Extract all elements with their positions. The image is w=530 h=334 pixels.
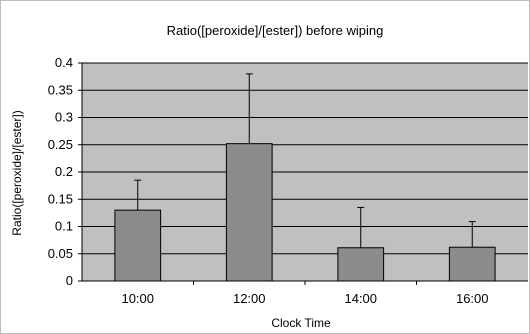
bar (448, 246, 496, 282)
y-axis-ticks: 0 0.05 0.1 0.15 0.2 0.25 0.3 0.35 0.4 (48, 55, 82, 288)
y-axis-title: Ratio([peroxide]/[ester]) (10, 110, 24, 235)
x-tick-label: 16:00 (456, 291, 489, 306)
bar (114, 209, 162, 282)
chart-title: Ratio([peroxide]/[ester]) before wiping (167, 23, 384, 38)
y-tick-label: 0 (66, 273, 73, 288)
y-tick-label: 0.15 (48, 191, 73, 206)
error-bars (134, 73, 476, 248)
y-tick-label: 0.2 (55, 164, 73, 179)
y-tick-label: 0.1 (55, 219, 73, 234)
x-tick-label: 12:00 (233, 291, 266, 306)
y-tick-label: 0.4 (55, 55, 73, 70)
bar (337, 247, 385, 282)
y-tick-label: 0.25 (48, 137, 73, 152)
x-tick-label: 10:00 (121, 291, 154, 306)
bar (225, 143, 273, 282)
y-tick-label: 0.35 (48, 82, 73, 97)
y-tick-label: 0.3 (55, 110, 73, 125)
bars (114, 143, 496, 282)
x-tick-label: 14:00 (344, 291, 377, 306)
y-tick-label: 0.05 (48, 246, 73, 261)
x-axis-ticks: 10:00 12:00 14:00 16:00 (121, 281, 489, 306)
x-axis-title: Clock Time (271, 316, 331, 330)
